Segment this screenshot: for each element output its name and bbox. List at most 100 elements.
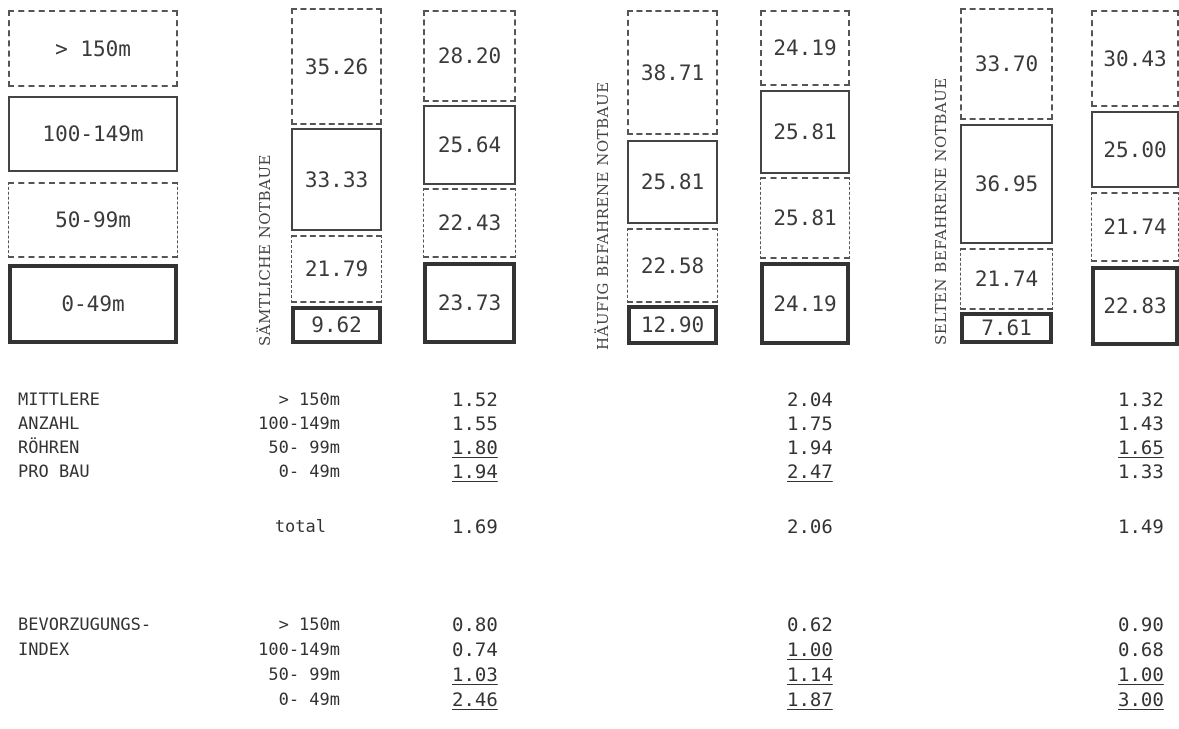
section-label-line: INDEX (18, 640, 70, 660)
legend-label: 100-149m (42, 122, 144, 146)
bar-segment: 33.70 (960, 8, 1053, 120)
segment-value: 25.81 (640, 170, 705, 194)
segment-value: 25.81 (773, 206, 837, 230)
segment-value: 23.73 (437, 291, 502, 315)
mean-value: 1.52 (452, 389, 498, 411)
bar-segment: 25.81 (760, 177, 850, 259)
bar-segment: 7.61 (960, 312, 1053, 344)
bar-segment: 25.64 (423, 105, 516, 185)
bar-segment: 12.90 (627, 305, 718, 345)
legend-box-100-149m: 100-149m (8, 96, 178, 172)
bar-segment: 22.58 (627, 228, 718, 303)
segment-value: 38.71 (640, 60, 705, 85)
mean-value: 1.55 (452, 413, 498, 435)
category-label: > 150m (278, 390, 340, 410)
bar-segment: 9.62 (291, 306, 382, 344)
segment-value: 33.33 (304, 167, 369, 192)
mean-value: 1.80 (452, 437, 498, 459)
category-label: 0- 49m (278, 690, 340, 710)
segment-value: 25.00 (1103, 137, 1167, 162)
segment-value: 25.81 (773, 120, 837, 144)
bar-segment: 21.79 (291, 235, 382, 303)
bar-segment: 25.81 (760, 90, 850, 174)
bar-segment: 24.19 (760, 262, 850, 345)
legend-label: 50-99m (55, 208, 131, 232)
index-value: 2.46 (452, 689, 498, 711)
segment-value: 21.74 (1103, 215, 1167, 239)
index-value: 1.03 (452, 664, 498, 686)
mean-value: 2.47 (787, 461, 833, 483)
bar-segment: 25.81 (627, 140, 718, 224)
bar-segment: 28.20 (423, 10, 516, 102)
index-value: 0.62 (787, 614, 833, 636)
segment-value: 7.61 (981, 316, 1032, 340)
bar-segment: 33.33 (291, 128, 382, 231)
section-label-line: BEVORZUGUNGS- (18, 615, 152, 635)
segment-value: 24.19 (773, 291, 837, 316)
legend-label: 0-49m (61, 292, 125, 316)
index-value: 0.80 (452, 614, 498, 636)
segment-value: 21.79 (304, 257, 369, 281)
category-label: 0- 49m (278, 462, 340, 482)
bar-segment: 22.43 (423, 188, 516, 258)
bar-segment: 30.43 (1091, 10, 1179, 107)
segment-value: 22.83 (1103, 294, 1167, 318)
segment-value: 36.95 (974, 172, 1039, 196)
bar-segment: 25.00 (1091, 111, 1179, 188)
legend-box-over-150m: > 150m (8, 10, 178, 87)
segment-value: 22.58 (640, 253, 705, 278)
index-value: 1.14 (787, 664, 833, 686)
index-value: 0.90 (1118, 614, 1164, 636)
index-value: 0.68 (1118, 639, 1164, 661)
segment-value: 35.26 (304, 54, 369, 79)
bar-segment: 36.95 (960, 124, 1053, 244)
segment-value: 12.90 (640, 313, 705, 337)
legend-box-0-49m: 0-49m (8, 264, 178, 344)
bar-segment: 21.74 (960, 248, 1053, 310)
mean-value: 1.33 (1118, 461, 1164, 483)
category-label: > 150m (278, 615, 340, 635)
legend-box-50-99m: 50-99m (8, 182, 178, 258)
segment-value: 9.62 (311, 313, 362, 337)
mean-value: 1.32 (1118, 389, 1164, 411)
bar-segment: 21.74 (1091, 192, 1179, 262)
legend-label: > 150m (55, 36, 131, 61)
group-title: HÄUFIG BEFAHRENE NOTBAUE (594, 81, 612, 350)
bar-segment: 35.26 (291, 8, 382, 125)
index-value: 0.74 (452, 639, 498, 661)
segment-value: 24.19 (773, 36, 837, 60)
segment-value: 30.43 (1103, 46, 1167, 71)
section-label-line: ANZAHL (18, 414, 80, 434)
bar-segment: 24.19 (760, 10, 850, 86)
category-label: 50- 99m (268, 438, 340, 458)
total-label: total (274, 517, 326, 537)
segment-value: 21.74 (974, 267, 1039, 291)
section-label-line: RÖHREN (18, 438, 80, 458)
group-title: SÄMTLICHE NOTBAUE (256, 153, 274, 346)
index-value: 3.00 (1118, 689, 1164, 711)
index-value: 1.00 (787, 639, 833, 661)
mean-total: 1.49 (1118, 516, 1164, 538)
mean-value: 2.04 (787, 389, 833, 411)
mean-value: 1.75 (787, 413, 833, 435)
category-label: 100-149m (258, 640, 340, 660)
category-label: 50- 99m (268, 665, 340, 685)
segment-value: 33.70 (974, 52, 1039, 76)
segment-value: 25.64 (437, 133, 502, 157)
mean-value: 1.43 (1118, 413, 1164, 435)
bar-segment: 23.73 (423, 262, 516, 344)
index-value: 1.00 (1118, 664, 1164, 686)
bar-segment: 22.83 (1091, 266, 1179, 346)
mean-total: 2.06 (787, 516, 833, 538)
mean-total: 1.69 (452, 516, 498, 538)
category-label: 100-149m (258, 414, 340, 434)
mean-value: 1.94 (787, 437, 833, 459)
section-label-line: MITTLERE (18, 390, 100, 410)
index-value: 1.87 (787, 689, 833, 711)
section-label-line: PRO BAU (18, 462, 90, 482)
group-title: SELTEN BEFAHRENE NOTBAUE (932, 77, 950, 345)
bar-segment: 38.71 (627, 10, 718, 135)
mean-value: 1.65 (1118, 437, 1164, 459)
segment-value: 28.20 (437, 44, 502, 68)
mean-value: 1.94 (452, 461, 498, 483)
